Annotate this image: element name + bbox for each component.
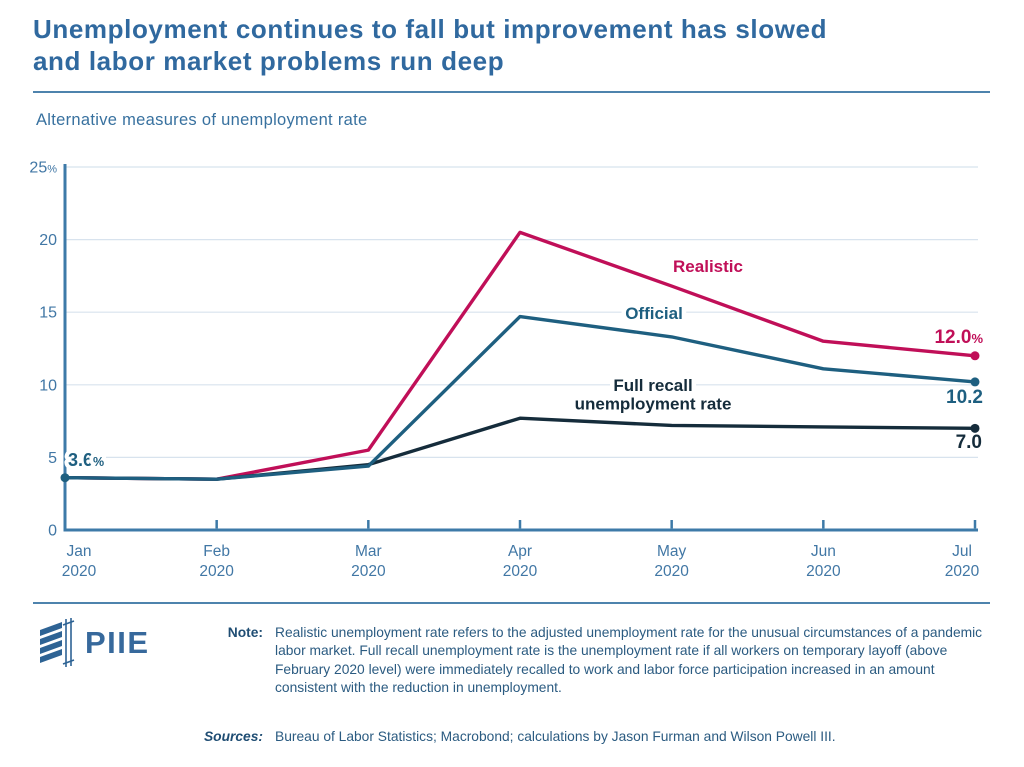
note-label: Note: [227,625,263,640]
y-tick-label-20: 20 [39,232,57,249]
y-tick-label-10: 10 [39,377,57,394]
piie-building-icon [40,618,75,667]
end-value-label-realistic: 12.0% [934,327,983,348]
x-tick-label-Apr: Apr 2020 [503,543,538,580]
series-label-full-recall-line2: unemployment rate [575,395,732,414]
y-tick-label-25: 25% [29,160,57,177]
piie-logo-text: PIIE [85,625,150,660]
unemployment-line-chart: 0 5 10 15 20 25% Jan 2020 Feb 2020 Mar 2020 Apr 2020 M… [29,160,983,581]
series-line-full-recall [64,416,976,481]
x-tick-label-May: May 2020 [654,543,689,580]
series-label-realistic: Realistic [673,257,743,276]
end-value-label-full-recall: 7.0 [956,432,982,453]
piie-logo: PIIE [38,617,150,669]
y-tick-label-15: 15 [39,305,57,322]
start-value-label: 3.6% [68,450,104,470]
series-label-official: Official [625,304,683,323]
chart-subtitle: Alternative measures of unemployment rat… [36,111,368,129]
end-dot-official [970,377,980,387]
page-title: Unemployment continues to fall but impro… [33,13,993,77]
y-tick-label-0: 0 [48,523,57,540]
footer-divider [33,602,990,604]
x-tick-label-Jan: Jan 2020 [62,543,97,580]
series-line-realistic [64,230,976,481]
y-tick-label-5: 5 [48,450,57,467]
sources-text: Bureau of Labor Statistics; Macrobond; c… [275,729,836,744]
sources-block: Sources: Bureau of Labor Statistics; Mac… [0,728,989,746]
series-line-official [64,314,976,481]
x-tick-label-Jul: Jul 2020 [945,543,980,580]
note-block: Note: Realistic unemployment rate refers… [0,624,989,698]
end-value-label-official: 10.2 [946,387,983,408]
sources-label: Sources: [203,729,263,744]
page-title-line1: Unemployment continues to fall but impro… [33,14,828,44]
note-text: Realistic unemployment rate refers to th… [275,625,983,696]
x-tick-label-Jun: Jun 2020 [806,543,841,580]
end-dot-full-recall [970,423,980,433]
start-dot [60,473,70,483]
page-title-line2: and labor market problems run deep [33,46,505,76]
series-label-full-recall: Full recall [613,376,692,395]
x-tick-label-Feb: Feb 2020 [199,543,234,580]
x-tick-label-Mar: Mar 2020 [351,543,386,580]
title-divider [33,91,990,93]
end-dot-realistic [970,351,980,361]
